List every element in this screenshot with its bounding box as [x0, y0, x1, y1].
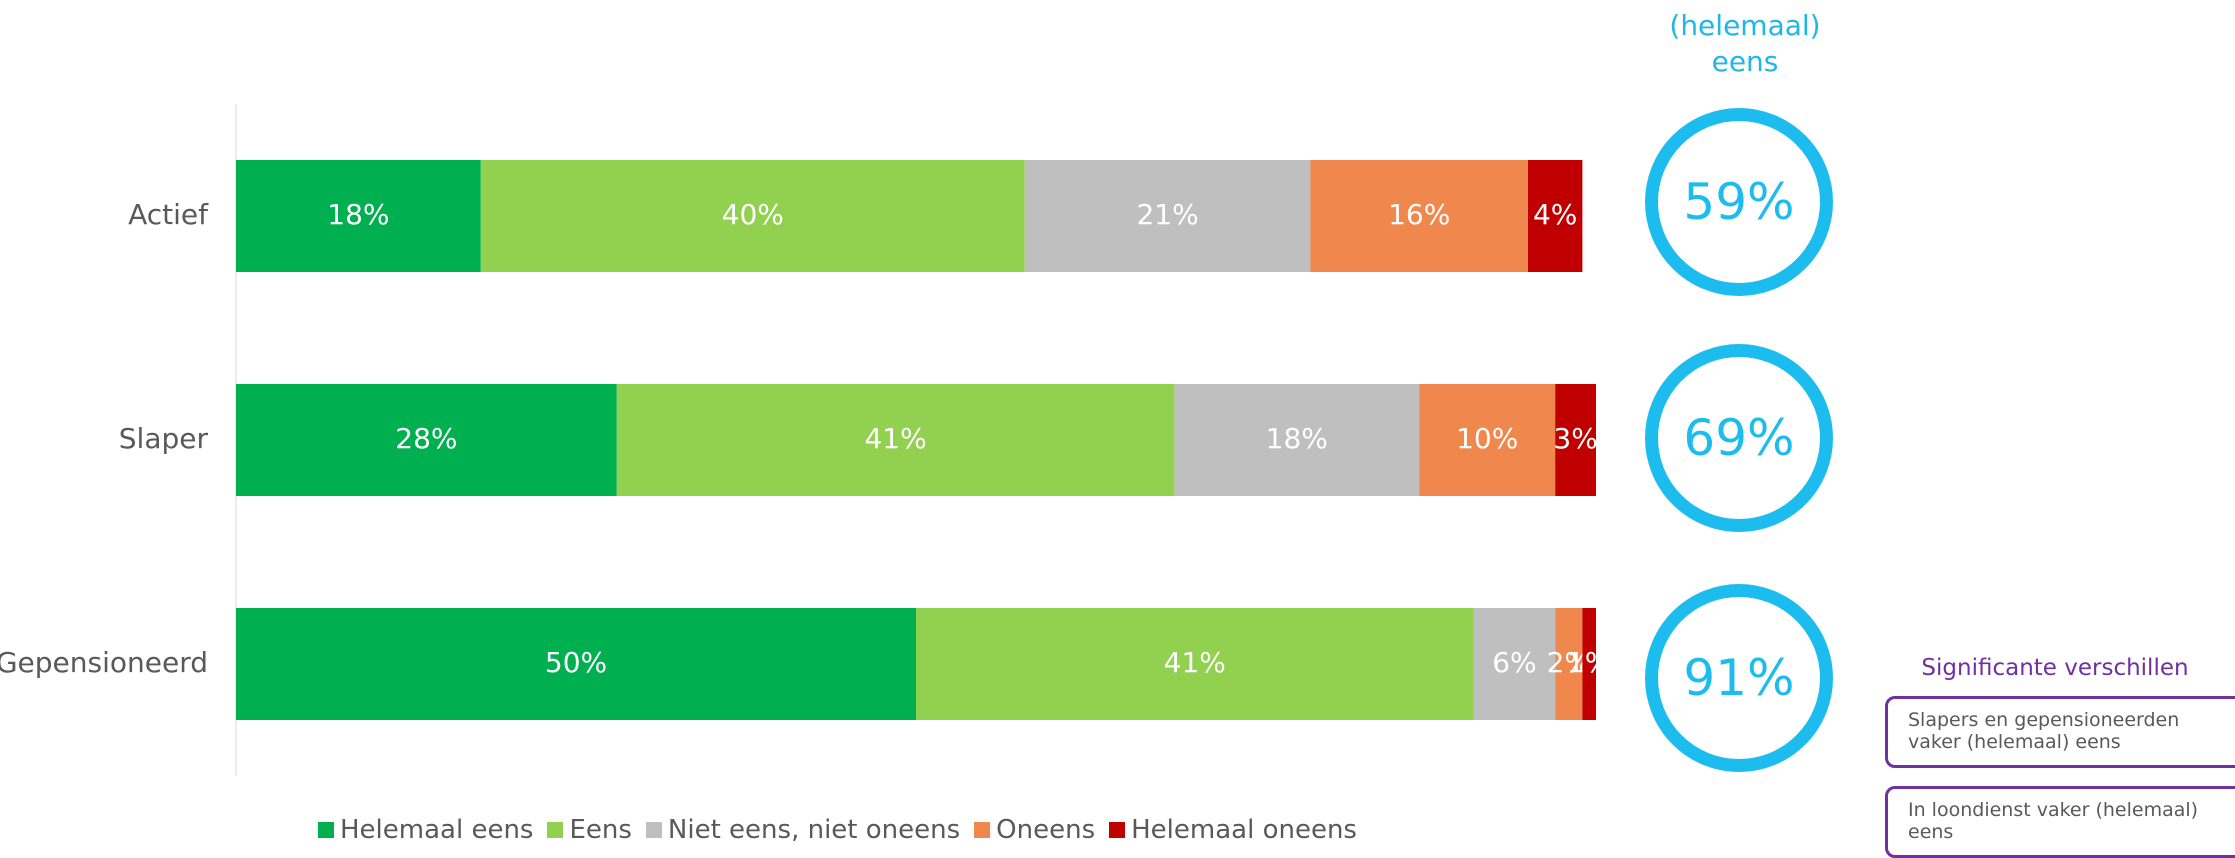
- bar-segment-actief-niet-eens-niet-oneens: [1024, 160, 1311, 272]
- data-label-gepensioneerd-niet-eens-niet-oneens: 6%: [1492, 646, 1536, 679]
- legend-label-helemaal-oneens: Helemaal oneens: [1131, 815, 1357, 845]
- significance-note-1: Slapers en gepensioneerden vaker (helema…: [1885, 696, 2235, 768]
- data-label-gepensioneerd-eens: 41%: [1164, 646, 1226, 679]
- legend-swatch-helemaal-oneens: [1109, 822, 1126, 838]
- summary-value-slaper: 69%: [1683, 409, 1795, 467]
- data-label-actief-niet-eens-niet-oneens: 21%: [1136, 198, 1198, 231]
- significance-note-2: In loondienst vaker (helemaal) eens: [1885, 786, 2235, 858]
- bar-segment-actief-helemaal-eens: [236, 160, 481, 272]
- bar-segment-slaper-eens: [616, 384, 1175, 496]
- legend-item-helemaal-eens: Helemaal eens: [318, 815, 533, 845]
- bar-segment-slaper-oneens: [1419, 384, 1556, 496]
- summary-value-actief: 59%: [1683, 173, 1795, 231]
- legend-swatch-helemaal-eens: [318, 822, 334, 838]
- bar-segment-actief-helemaal-oneens: [1528, 160, 1583, 272]
- bar-segment-gepensioneerd-oneens: [1555, 608, 1583, 720]
- significance-title: Significante verschillen: [1921, 655, 2189, 681]
- bar-segment-gepensioneerd-helemaal-oneens: [1582, 608, 1596, 720]
- significance-note-text-2: In loondienst vaker (helemaal) eens: [1908, 799, 2199, 843]
- data-label-slaper-eens: 41%: [864, 422, 926, 455]
- legend-label-niet-eens-niet-oneens: Niet eens, niet oneens: [667, 815, 961, 845]
- legend-item-oneens: Oneens: [974, 815, 1095, 845]
- bar-segment-slaper-niet-eens-niet-oneens: [1174, 384, 1420, 496]
- summary-ring-slaper: 69%: [1645, 344, 1833, 532]
- bar-segment-actief-eens: [480, 160, 1025, 272]
- data-label-slaper-oneens: 10%: [1456, 422, 1518, 455]
- category-label-slaper: Slaper: [119, 422, 209, 455]
- summary-ring-actief: 59%: [1645, 108, 1833, 296]
- data-label-slaper-niet-eens-niet-oneens: 18%: [1266, 422, 1328, 455]
- category-label-gepensioneerd: Gepensioneerd: [0, 646, 208, 679]
- data-label-slaper-helemaal-eens: 28%: [395, 422, 457, 455]
- bar-segment-actief-oneens: [1310, 160, 1528, 272]
- data-label-actief-helemaal-oneens: 4%: [1533, 198, 1577, 231]
- legend-label-eens: Eens: [569, 815, 632, 845]
- summary-ring-gepensioneerd: 91%: [1645, 584, 1833, 772]
- data-label-actief-eens: 40%: [722, 198, 784, 231]
- significance-note-text-1: Slapers en gepensioneerden vaker (helema…: [1908, 709, 2180, 753]
- chart-legend: Helemaal eens Eens Niet eens, niet oneens O…: [318, 812, 1357, 848]
- legend-label-helemaal-eens: Helemaal eens: [340, 815, 534, 845]
- data-label-slaper-helemaal-oneens: 3%: [1553, 422, 1597, 455]
- data-label-actief-oneens: 16%: [1388, 198, 1450, 231]
- category-label-actief: Actief: [128, 198, 209, 231]
- data-label-gepensioneerd-helemaal-oneens: 1%: [1567, 646, 1611, 679]
- legend-swatch-oneens: [974, 822, 991, 838]
- data-label-actief-helemaal-eens: 18%: [327, 198, 389, 231]
- legend-item-eens: Eens: [547, 815, 632, 845]
- bar-segment-gepensioneerd-helemaal-eens: [236, 608, 916, 720]
- legend-item-helemaal-oneens: Helemaal oneens: [1109, 815, 1357, 845]
- bar-segment-gepensioneerd-niet-eens-niet-oneens: [1473, 608, 1556, 720]
- data-label-gepensioneerd-helemaal-eens: 50%: [545, 646, 607, 679]
- summary-value-gepensioneerd: 91%: [1683, 649, 1795, 707]
- bar-segment-slaper-helemaal-eens: [236, 384, 617, 496]
- legend-swatch-eens: [547, 822, 564, 838]
- bar-segment-gepensioneerd-eens: [916, 608, 1474, 720]
- legend-label-oneens: Oneens: [996, 815, 1096, 845]
- bar-segment-slaper-helemaal-oneens: [1555, 384, 1596, 496]
- legend-swatch-niet-eens-niet-oneens: [645, 822, 662, 838]
- summary-header: (helemaal) eens: [1669, 9, 1821, 78]
- legend-item-niet-eens-niet-oneens: Niet eens, niet oneens: [645, 815, 961, 845]
